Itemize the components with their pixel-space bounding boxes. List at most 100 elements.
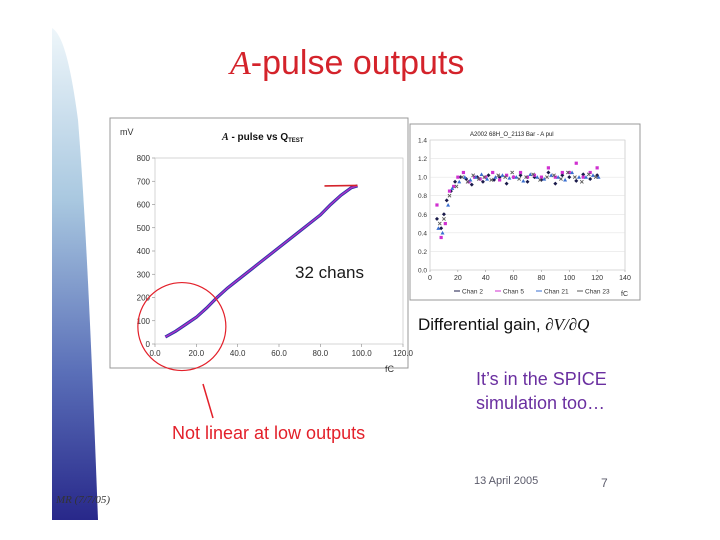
data-point-chan-2 [441, 212, 446, 217]
data-point-chan-5 [478, 177, 482, 181]
diff-x-tick-label: 0 [428, 275, 432, 282]
diff-x-tick-label: 60 [510, 275, 518, 282]
data-point-chan-21 [521, 178, 526, 183]
data-point-chan-5 [498, 178, 502, 182]
differential-gain-chart: A2002 68H_O_2113 Bar - A pul 0.0 0.2 0.4 0.… [409, 123, 641, 301]
data-point-chan-2 [518, 173, 523, 178]
data-point-chan-23 [476, 177, 481, 181]
x-tick-label: 0.0 [149, 349, 161, 358]
data-point-chan-21 [549, 173, 554, 177]
data-point-chan-2 [588, 177, 593, 181]
data-point-chan-5 [595, 166, 599, 170]
y-tick-label: 700 [137, 177, 151, 186]
slide-title: A-pulse outputs [230, 44, 464, 83]
title-text: -pulse outputs [250, 44, 465, 82]
data-point-chan-5 [581, 175, 585, 179]
data-point-chan-5 [439, 235, 443, 240]
data-point-chan-21 [535, 175, 540, 179]
diff-x-tick-label: 120 [591, 275, 603, 282]
data-point-chan-21 [446, 203, 451, 207]
nonlinear-note: Not linear at low outputs [172, 423, 366, 443]
data-point-chan-5 [443, 221, 447, 226]
data-point-chan-23 [586, 172, 591, 177]
data-point-chan-21 [577, 175, 582, 179]
plot-area [154, 157, 404, 345]
data-point-chan-23 [524, 175, 529, 180]
data-point-chan-21 [493, 175, 498, 179]
data-point-chan-23 [460, 175, 464, 180]
legend-entry: Chan 5 [503, 289, 524, 296]
diff-x-tick-label: 20 [454, 275, 462, 282]
data-point-chan-21 [436, 226, 441, 230]
data-point-chan-5 [574, 161, 578, 165]
diff-y-tick-label: 1.0 [418, 175, 427, 182]
y-tick-label: 300 [137, 270, 151, 279]
y-tick-label: 200 [137, 294, 151, 303]
data-point-chan-21 [584, 175, 588, 179]
data-point-chan-23 [579, 179, 584, 184]
y-tick-label: 100 [137, 317, 151, 326]
data-point-chan-23 [482, 175, 487, 180]
differential-gain-label: Differential gain, ∂V/∂Q [418, 315, 589, 335]
data-point-chan-23 [489, 178, 494, 182]
chart-title: A - pulse vs QTEST [221, 132, 304, 144]
data-point-chan-5 [560, 170, 564, 175]
data-point-chan-23 [538, 178, 542, 182]
data-point-chan-2 [581, 172, 586, 177]
data-point-chan-2 [574, 178, 579, 183]
data-point-chan-21 [450, 186, 455, 190]
y-axis-label: mV [120, 127, 134, 137]
diff-y-tick-label: 0.4 [418, 230, 427, 237]
y-tick-label: 600 [137, 201, 151, 210]
data-point-chan-5 [546, 166, 550, 170]
data-point-chan-21 [507, 176, 512, 180]
data-point-chan-2 [560, 173, 565, 178]
data-point-chan-5 [588, 170, 592, 175]
data-point-chan-21 [570, 170, 575, 175]
data-point-chan-5 [567, 170, 571, 175]
x-tick-label: 120.0 [393, 349, 414, 358]
data-point-chan-2 [553, 181, 558, 186]
data-point-chan-23 [503, 175, 508, 180]
data-point-chan-5 [491, 170, 495, 175]
data-point-chan-5 [518, 170, 523, 175]
diff-y-tick-label: 0.2 [418, 249, 427, 256]
sidebar-wedge [52, 28, 98, 520]
legend-entry: Chan 21 [544, 289, 569, 296]
data-point-chan-21 [528, 172, 533, 176]
data-point-chan-2 [504, 181, 509, 186]
data-point-chan-2 [492, 177, 497, 182]
data-point-chan-5 [553, 175, 557, 179]
diff-x-tick-label: 40 [482, 275, 490, 282]
x-tick-label: 80.0 [313, 349, 329, 358]
data-point-chan-5 [539, 175, 544, 179]
data-point-chan-21 [479, 172, 484, 176]
a-pulse-chart: 0 100 200 300 400 500 600 700 800 0.0 20.0 40.0 60.… [109, 117, 414, 419]
data-point-chan-21 [542, 177, 547, 181]
data-point-chan-5 [452, 184, 456, 189]
data-point-chan-23 [565, 170, 570, 175]
chans-label: 32 chans [295, 263, 364, 282]
diff-y-tick-label: 0.6 [418, 212, 427, 219]
x-tick-label: 40.0 [230, 349, 246, 358]
data-point-chan-23 [454, 184, 459, 189]
data-point-chan-23 [442, 217, 446, 221]
data-point-chan-2 [453, 179, 458, 184]
diff-y-tick-label: 0.0 [418, 268, 427, 275]
data-point-chan-5 [456, 175, 460, 179]
data-point-chan-2 [567, 175, 572, 180]
diff-plot-area [429, 139, 626, 271]
diff-x-axis-label: fC [621, 291, 628, 298]
x-tick-label: 100.0 [352, 349, 373, 358]
data-point-chan-23 [531, 172, 535, 177]
x-tick-label: 60.0 [271, 349, 287, 358]
y-tick-label: 0 [146, 340, 151, 349]
legend-entry: Chan 2 [462, 289, 483, 296]
data-point-chan-5 [525, 175, 530, 179]
spice-note-line2: simulation too… [476, 393, 606, 413]
data-point-chan-23 [559, 177, 563, 181]
data-point-chan-2 [469, 182, 474, 187]
data-point-chan-21 [457, 179, 462, 184]
nonlinear-highlight-circle [137, 281, 227, 372]
